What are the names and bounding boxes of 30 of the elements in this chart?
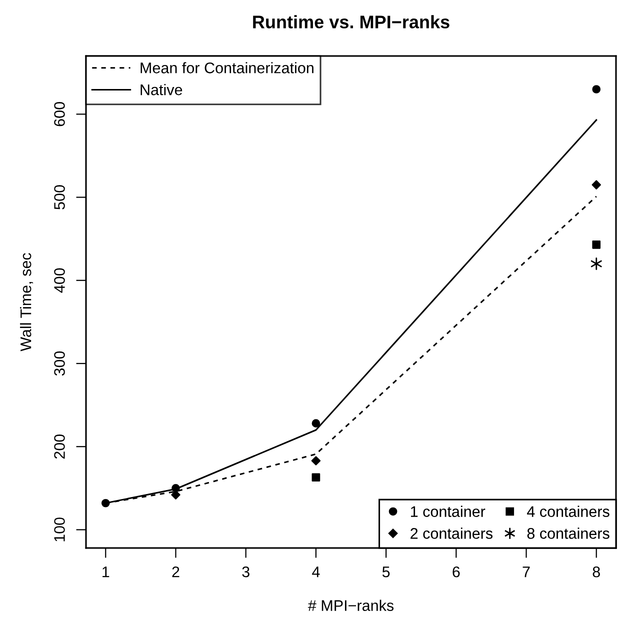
legend-label: 8 containers — [527, 528, 610, 539]
x-tick-label: 4 — [312, 566, 320, 578]
y-axis-title: Wall Time, sec — [20, 253, 34, 352]
y-tick-label: 400 — [54, 268, 65, 293]
legend-label: Native — [140, 84, 182, 96]
x-axis-title: # MPI−ranks — [308, 600, 394, 611]
legend-label: 2 containers — [410, 528, 493, 539]
x-tick-label: 1 — [102, 566, 110, 578]
legend-label: Mean for Containerization — [140, 62, 314, 74]
x-tick-label: 5 — [382, 566, 390, 578]
point — [592, 240, 601, 249]
y-tick-label: 600 — [54, 102, 65, 126]
y-tick-label: 300 — [54, 351, 65, 376]
y-tick-label: 500 — [54, 185, 65, 210]
point — [592, 180, 601, 190]
chart-title: Runtime vs. MPI−ranks — [253, 15, 450, 28]
y-tick-label: 100 — [54, 518, 65, 542]
point — [590, 258, 602, 270]
x-tick-label: 8 — [592, 566, 600, 578]
point — [312, 419, 320, 428]
x-tick-label: 7 — [522, 566, 530, 578]
point — [312, 473, 320, 482]
point — [592, 85, 601, 94]
point — [311, 456, 321, 466]
x-tick-label: 2 — [172, 566, 180, 578]
x-tick-label: 3 — [242, 566, 250, 578]
y-tick-label: 200 — [54, 434, 65, 459]
legend-label: 1 container — [410, 506, 486, 517]
legend-label: 4 containers — [527, 506, 610, 517]
x-tick-label: 6 — [452, 566, 460, 578]
